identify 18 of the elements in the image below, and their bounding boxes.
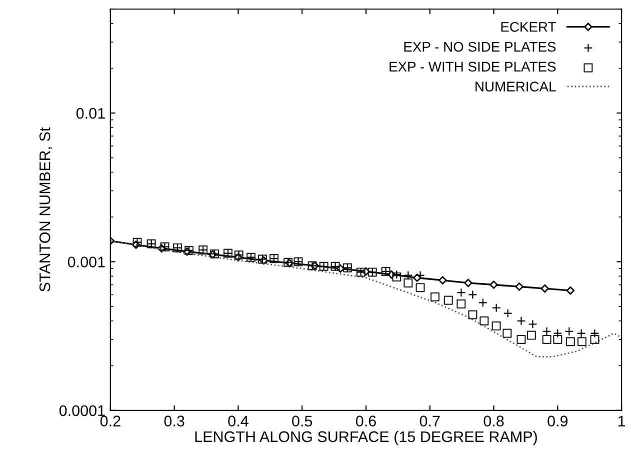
x-tick-label: 0.5 bbox=[292, 416, 312, 426]
x-tick-label: 0.8 bbox=[484, 416, 504, 426]
y-tick-label: 0.01 bbox=[76, 108, 105, 119]
y-tick-label: 0.001 bbox=[68, 256, 105, 268]
x-tick-label: 0.9 bbox=[548, 416, 568, 426]
y-tick-label: 0.0001 bbox=[59, 405, 105, 416]
x-tick-label: 1 bbox=[618, 416, 626, 426]
y-axis-title: STANTON NUMBER, St bbox=[39, 127, 52, 292]
legend-label: NUMERICAL bbox=[476, 82, 556, 92]
x-tick-label: 0.4 bbox=[228, 416, 248, 426]
x-tick-label: 0.3 bbox=[164, 416, 184, 426]
x-tick-label: 0.2 bbox=[100, 416, 120, 426]
x-tick-label: 0.6 bbox=[356, 416, 376, 426]
x-tick-label: 0.7 bbox=[420, 416, 440, 426]
legend-label: ECKERT bbox=[501, 22, 556, 32]
x-axis-title: LENGTH ALONG SURFACE (15 DEGREE RAMP) bbox=[195, 430, 537, 446]
legend-label: EXP - NO SIDE PLATES bbox=[404, 42, 556, 52]
legend-label: EXP - WITH SIDE PLATES bbox=[390, 62, 556, 72]
